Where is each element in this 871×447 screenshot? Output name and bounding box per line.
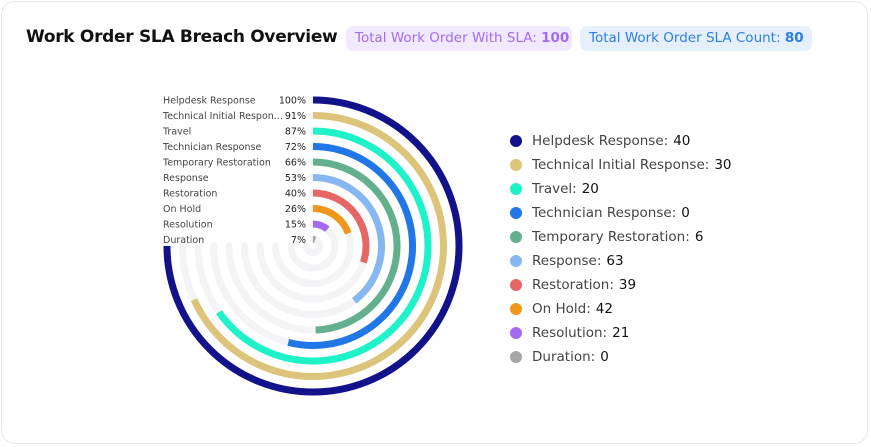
legend-separator: : xyxy=(704,157,710,173)
legend-item-resolution[interactable]: Resolution:21 xyxy=(510,321,732,345)
legend-label-helpdesk-response: Helpdesk Response xyxy=(532,133,664,149)
legend-separator: : xyxy=(590,349,596,365)
legend-marker-helpdesk-response xyxy=(510,135,522,147)
legend-separator: : xyxy=(586,301,591,317)
legend-item-on-hold[interactable]: On Hold:42 xyxy=(510,297,732,321)
legend-marker-technician-response xyxy=(510,207,522,219)
legend-marker-resolution xyxy=(510,327,522,339)
legend-marker-travel xyxy=(510,183,522,195)
legend-label-on-hold: On Hold xyxy=(532,301,587,317)
legend-value-resolution: 21 xyxy=(612,325,630,341)
legend-value-technician-response: 0 xyxy=(681,205,690,221)
legend-item-response[interactable]: Response:63 xyxy=(510,249,732,273)
chart-legend: Helpdesk Response:40 Technical Initial Re… xyxy=(510,129,732,369)
legend-label-response: Response xyxy=(532,253,597,269)
legend-item-temporary-restoration[interactable]: Temporary Restoration:6 xyxy=(510,225,732,249)
legend-value-technical-initial-response: 30 xyxy=(714,157,732,173)
legend-value-restoration: 39 xyxy=(618,277,637,293)
legend-marker-temporary-restoration xyxy=(510,231,522,243)
legend-item-travel[interactable]: Travel:20 xyxy=(510,177,732,201)
legend-separator: : xyxy=(602,325,608,341)
legend-marker-technical-initial-response xyxy=(510,159,522,171)
total-with-sla-label: Total Work Order With SLA: xyxy=(355,30,537,46)
total-sla-count-badge: Total Work Order SLA Count: 80 xyxy=(580,26,812,51)
legend-marker-duration xyxy=(510,351,522,363)
legend-item-technician-response[interactable]: Technician Response:0 xyxy=(510,201,732,225)
total-sla-count-value: 80 xyxy=(784,30,804,46)
legend-marker-on-hold xyxy=(510,303,522,315)
legend-separator: : xyxy=(609,277,614,293)
total-with-sla-badge: Total Work Order With SLA: 100 xyxy=(346,26,572,51)
total-sla-count-label: Total Work Order SLA Count: xyxy=(589,30,781,46)
legend-separator: : xyxy=(685,229,690,245)
legend-item-helpdesk-response[interactable]: Helpdesk Response:40 xyxy=(510,129,732,153)
legend-marker-restoration xyxy=(510,279,522,291)
legend-label-temporary-restoration: Temporary Restoration xyxy=(532,229,686,245)
legend-label-duration: Duration xyxy=(532,349,591,365)
legend-label-travel: Travel xyxy=(532,181,573,197)
legend-separator: : xyxy=(671,205,677,221)
legend-value-travel: 20 xyxy=(581,181,599,197)
total-with-sla-value: 100 xyxy=(541,30,570,46)
legend-marker-response xyxy=(510,255,522,267)
legend-label-resolution: Resolution xyxy=(532,325,603,341)
legend-value-on-hold: 42 xyxy=(595,301,613,317)
legend-value-temporary-restoration: 6 xyxy=(694,229,704,245)
legend-item-restoration[interactable]: Restoration:39 xyxy=(510,273,732,297)
legend-value-helpdesk-response: 40 xyxy=(673,133,691,149)
legend-label-technician-response: Technician Response xyxy=(532,205,672,221)
legend-label-technical-initial-response: Technical Initial Response xyxy=(532,157,705,173)
legend-item-duration[interactable]: Duration:0 xyxy=(510,345,732,369)
legend-separator: : xyxy=(663,133,669,149)
chart-title: Work Order SLA Breach Overview xyxy=(26,27,338,47)
legend-value-response: 63 xyxy=(606,253,624,269)
legend-separator: : xyxy=(572,181,577,197)
legend-value-duration: 0 xyxy=(600,349,609,365)
legend-separator: : xyxy=(596,253,602,269)
legend-label-restoration: Restoration xyxy=(532,277,610,293)
legend-item-technical-initial-response[interactable]: Technical Initial Response:30 xyxy=(510,153,732,177)
